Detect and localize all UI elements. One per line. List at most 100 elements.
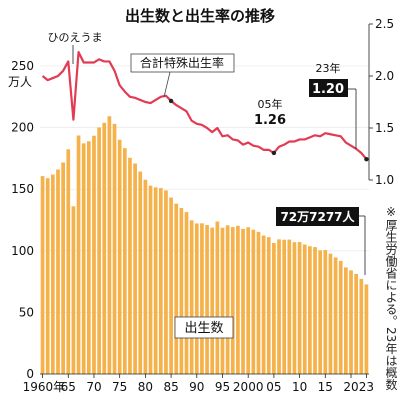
birth-bar bbox=[282, 239, 287, 374]
right-tick-label: 1.0 bbox=[375, 173, 394, 187]
birth-bar bbox=[302, 244, 307, 374]
birth-bar bbox=[328, 253, 333, 374]
birth-bar bbox=[133, 163, 137, 374]
rate-line-group bbox=[41, 50, 369, 162]
birth-bar bbox=[338, 260, 343, 374]
annotations: ひのえうま 合計特殊出生率 05年 1.26 23年 1.20 72万7277人… bbox=[48, 31, 366, 339]
x-tick-label: 90 bbox=[189, 380, 204, 394]
birth-bar bbox=[230, 227, 235, 374]
birth-bar bbox=[251, 229, 256, 374]
birth-bar bbox=[308, 246, 312, 374]
birth-bar bbox=[220, 227, 225, 374]
birth-bar bbox=[122, 148, 127, 374]
birth-bar bbox=[354, 273, 358, 374]
birth-bar bbox=[128, 157, 132, 374]
x-tick-label: 65 bbox=[61, 380, 76, 394]
right-tick-label: 2.5 bbox=[375, 17, 394, 31]
birth-bars bbox=[40, 116, 369, 375]
chart-title: 出生数と出生率の推移 bbox=[125, 7, 275, 25]
y05-value-label: 1.26 bbox=[254, 113, 286, 128]
birth-bar bbox=[158, 188, 163, 374]
birth-bar bbox=[246, 227, 251, 374]
birth-bar bbox=[92, 135, 96, 374]
source-note: ※厚生労働省による。23年は概数 bbox=[384, 205, 398, 391]
birth-bar bbox=[86, 141, 91, 374]
birth-bar bbox=[241, 228, 245, 374]
birth-bar bbox=[76, 135, 81, 374]
right-tick-label: 1.5 bbox=[375, 121, 394, 135]
birth-bar bbox=[184, 212, 189, 374]
birth-bar bbox=[71, 206, 76, 374]
birth-bar bbox=[102, 122, 107, 374]
x-tick-label: 23 bbox=[359, 380, 374, 394]
rate-label-box bbox=[130, 53, 235, 73]
birth-bar bbox=[236, 225, 240, 374]
birth-bar bbox=[56, 169, 60, 374]
birth-bar bbox=[256, 231, 261, 374]
birth-bar bbox=[266, 237, 271, 374]
x-tick-label: 95 bbox=[215, 380, 230, 394]
births-label-box bbox=[174, 316, 234, 339]
rate-label-pointer bbox=[163, 71, 171, 98]
birth-bar bbox=[164, 190, 168, 374]
x-tick-label: 1960年 bbox=[23, 380, 66, 394]
birth-bar bbox=[205, 225, 209, 374]
birth-bar bbox=[349, 270, 353, 374]
rate-line bbox=[41, 50, 368, 160]
rate-point-1985 bbox=[168, 98, 174, 104]
birth-bar bbox=[138, 171, 143, 374]
rate-label: 合計特殊出生率 bbox=[140, 55, 224, 70]
rate-point-2023 bbox=[364, 157, 369, 162]
y05-year-label: 05年 bbox=[258, 97, 283, 111]
birth-bar bbox=[287, 239, 292, 374]
birth-bar bbox=[153, 187, 158, 374]
birth-bar bbox=[364, 284, 369, 374]
birth-bar bbox=[292, 242, 297, 374]
x-tick-label: 70 bbox=[86, 380, 101, 394]
birth-bar bbox=[66, 149, 71, 374]
left-tick-label: 150 bbox=[11, 182, 34, 196]
x-tick-label: 10 bbox=[292, 380, 307, 394]
birth-bar bbox=[277, 239, 281, 374]
birth-bar bbox=[112, 123, 117, 375]
birth-bar bbox=[61, 162, 65, 374]
birth-bar bbox=[45, 178, 50, 374]
x-tick-label: 85 bbox=[163, 380, 178, 394]
left-tick-label: 0 bbox=[26, 367, 34, 381]
left-tick-label: 50 bbox=[19, 305, 34, 319]
y23-value-label: 1.20 bbox=[312, 82, 344, 97]
births-23-box bbox=[276, 207, 359, 226]
birth-bar bbox=[333, 257, 338, 374]
birth-bar bbox=[169, 197, 173, 374]
x-tick-label: 05 bbox=[266, 380, 281, 394]
birth-bar bbox=[81, 143, 86, 374]
x-tick-label: 20 bbox=[343, 380, 358, 394]
birth-bar bbox=[215, 221, 220, 374]
x-tick-label: 2000 bbox=[233, 380, 264, 394]
rate-point-2005 bbox=[271, 150, 277, 156]
birth-bar bbox=[107, 116, 112, 375]
left-tick-label: 100 bbox=[11, 244, 34, 258]
birth-bar bbox=[323, 250, 328, 374]
birth-bar bbox=[318, 250, 323, 374]
birth-bar bbox=[210, 227, 215, 374]
x-tick-label: 15 bbox=[318, 380, 333, 394]
y23-value-box bbox=[309, 79, 348, 97]
x-tick-label: 80 bbox=[138, 380, 153, 394]
hinoeuma-label: ひのえうま bbox=[48, 31, 103, 44]
birth-bar bbox=[313, 247, 317, 374]
birth-bar bbox=[143, 179, 148, 374]
birth-bar bbox=[359, 279, 364, 374]
birth-bar bbox=[200, 223, 204, 374]
birth-bar bbox=[297, 242, 302, 374]
births-label: 出生数 bbox=[184, 321, 223, 336]
birth-bar bbox=[117, 139, 122, 374]
birth-bar bbox=[51, 174, 55, 374]
birth-bar bbox=[272, 243, 276, 374]
births-23-label: 72万7277人 bbox=[280, 209, 355, 224]
birth-bar bbox=[40, 176, 45, 374]
left-tick-label: 200 bbox=[11, 121, 34, 135]
birth-bar bbox=[179, 208, 184, 374]
